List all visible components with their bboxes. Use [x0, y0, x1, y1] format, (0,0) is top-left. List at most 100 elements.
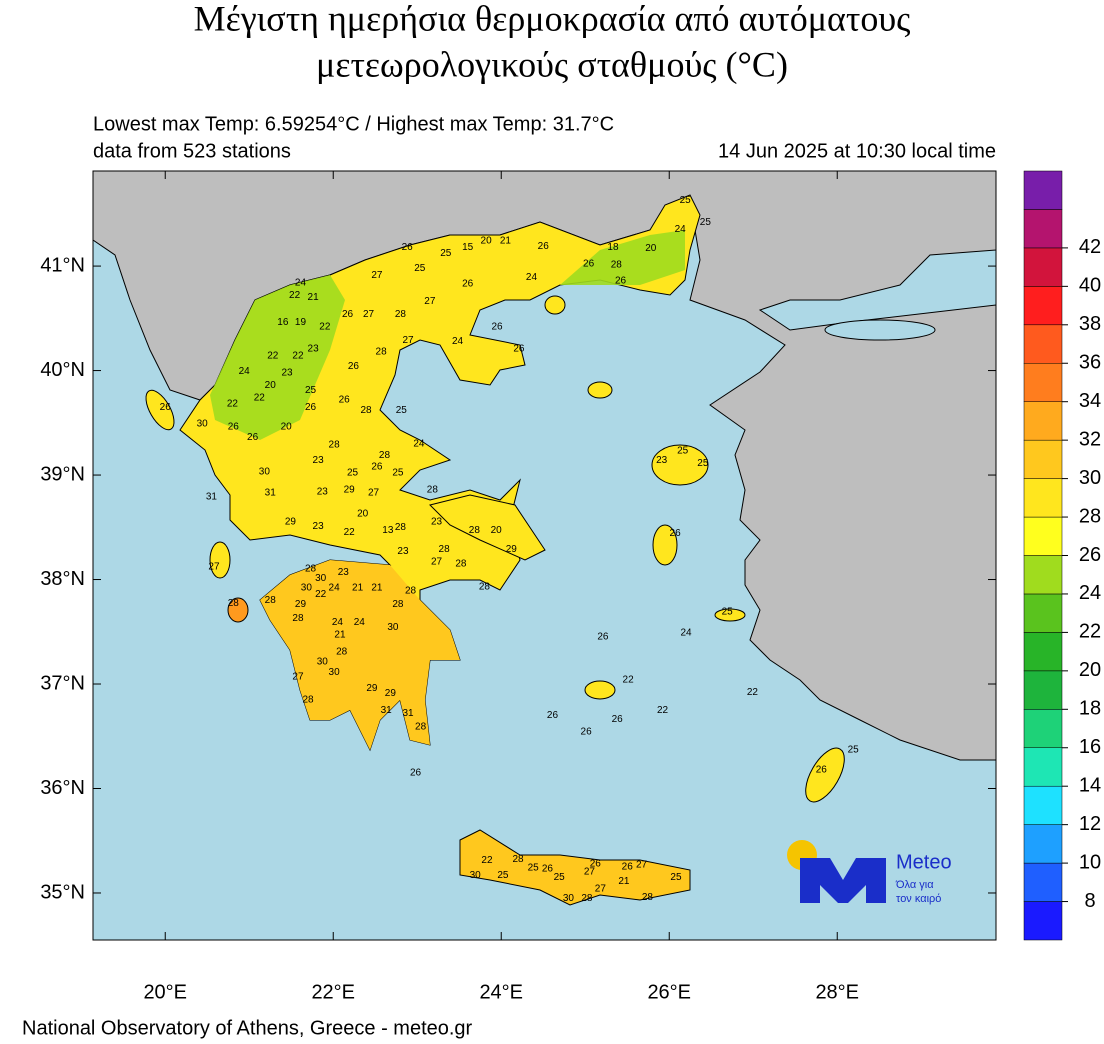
station-value: 30: [329, 667, 341, 678]
colorbar-box: [1023, 247, 1063, 287]
logo-name: Meteo: [896, 851, 952, 873]
station-value: 26: [160, 402, 172, 413]
station-value: 31: [402, 708, 414, 719]
station-value: 27: [208, 562, 220, 573]
colorbar-box: [1023, 785, 1063, 825]
colorbar-label: 32: [1079, 428, 1101, 450]
station-value: 28: [305, 564, 317, 575]
station-value: 26: [542, 864, 554, 875]
station-value: 30: [315, 573, 327, 584]
y-tick-label: 37°N: [40, 672, 85, 694]
y-tick-label: 36°N: [40, 777, 85, 799]
station-value: 22: [747, 687, 759, 698]
station-value: 23: [431, 517, 443, 528]
colorbar-box: [1023, 747, 1063, 787]
colorbar-label: 38: [1079, 313, 1101, 335]
station-value: 26: [670, 528, 682, 539]
station-value: 28: [395, 522, 407, 533]
station-value: 23: [313, 521, 325, 532]
station-value: 22: [319, 321, 331, 332]
x-tick-label: 28°E: [815, 981, 859, 1003]
title: μετεωρολογικούς σταθμούς (°C): [316, 44, 788, 84]
x-tick-label: 22°E: [311, 981, 355, 1003]
station-value: 25: [440, 248, 452, 259]
station-value: 19: [295, 317, 307, 328]
title: Μέγιστη ημερήσια θερμοκρασία από αυτόματ…: [194, 0, 911, 38]
colorbar-label: 14: [1079, 774, 1101, 796]
rhodes: [805, 747, 845, 803]
station-value: 25: [554, 872, 566, 883]
station-value: 24: [332, 617, 344, 628]
station-value: 26: [615, 275, 627, 286]
station-value: 27: [595, 883, 607, 894]
station-value: 16: [277, 317, 289, 328]
station-value: 22: [481, 855, 493, 866]
station-value: 26: [348, 361, 360, 372]
station-value: 26: [342, 309, 354, 320]
colorbar-box: [1023, 439, 1063, 479]
colorbar-box: [1023, 363, 1063, 402]
station-value: 23: [397, 546, 409, 557]
lemnos: [587, 381, 613, 399]
station-value: 30: [563, 893, 575, 904]
station-value: 28: [469, 525, 481, 536]
station-value: 29: [285, 517, 297, 528]
station-value: 26: [305, 402, 317, 413]
station-value: 24: [239, 366, 251, 377]
station-value: 27: [584, 867, 596, 878]
station-value: 26: [622, 862, 634, 873]
logo-tagline: τον καιρό: [896, 893, 941, 905]
station-value: 24: [354, 617, 366, 628]
station-value: 27: [636, 859, 648, 870]
station-value: 28: [392, 599, 404, 610]
thasos: [544, 295, 566, 315]
colorbar-label: 18: [1079, 698, 1101, 720]
station-value: 28: [265, 595, 277, 606]
station-value: 22: [292, 351, 304, 362]
station-value: 28: [228, 598, 240, 609]
station-value: 29: [385, 688, 397, 699]
colorbar-box: [1023, 286, 1063, 326]
station-value: 22: [267, 351, 279, 362]
station-value: 22: [315, 589, 327, 600]
colorbar-label: 22: [1079, 621, 1101, 643]
station-value: 26: [491, 321, 503, 332]
y-tick-label: 40°N: [40, 359, 85, 381]
euboea: [429, 494, 546, 561]
station-value: 26: [816, 764, 828, 775]
station-value: 25: [722, 607, 734, 618]
station-value: 22: [227, 399, 239, 410]
colorbar-box: [1023, 324, 1063, 364]
station-value: 28: [376, 346, 388, 357]
station-value: 25: [677, 446, 689, 457]
station-value: 28: [427, 484, 439, 495]
station-value: 26: [597, 632, 609, 643]
station-value: 25: [347, 468, 359, 479]
colorbar-label: 24: [1079, 582, 1101, 604]
station-value: 24: [329, 583, 341, 594]
station-value: 20: [265, 380, 277, 391]
station-value: 30: [197, 418, 209, 429]
colorbar-label: 36: [1079, 352, 1101, 374]
chios: [652, 524, 678, 566]
cool-region: [210, 275, 345, 440]
colorbar-box: [1023, 824, 1063, 864]
colorbar-box: [1023, 670, 1063, 710]
colorbar-box: [1023, 901, 1063, 941]
logo-mark: [800, 858, 886, 903]
lesvos: [651, 444, 709, 486]
station-value: 26: [247, 432, 259, 443]
colorbar-box: [1023, 209, 1063, 249]
station-value: 28: [395, 309, 407, 320]
station-value: 28: [405, 586, 417, 597]
station-value: 27: [292, 671, 304, 682]
station-value: 25: [680, 195, 692, 206]
meteo-logo: Meteo Όλα για τον καιρό: [787, 840, 952, 905]
station-value: 28: [611, 260, 623, 271]
colorbar-label: 28: [1079, 505, 1101, 527]
y-tick-label: 41°N: [40, 254, 85, 276]
station-value: 27: [368, 487, 380, 498]
